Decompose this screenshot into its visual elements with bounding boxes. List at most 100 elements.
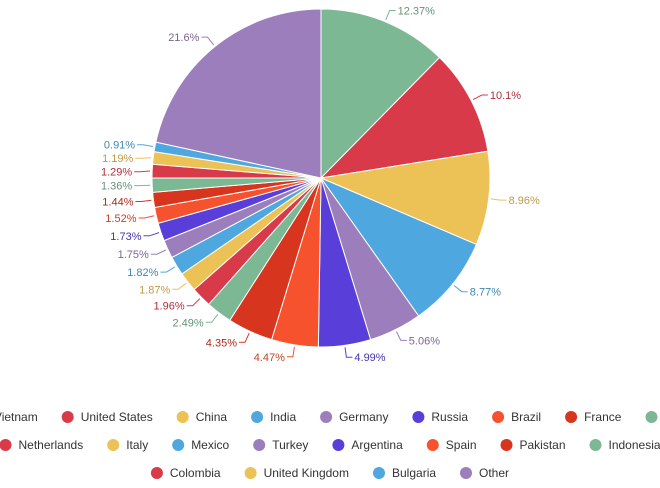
legend-label-pakistan: Pakistan: [520, 438, 566, 452]
leader-line-iran: [205, 313, 219, 323]
percent-label-iran: 2.49%: [172, 317, 203, 329]
legend-swatch-china: [176, 411, 189, 423]
legend-swatch-russia: [412, 411, 425, 423]
leader-line-united-states: [472, 94, 488, 101]
legend-swatch-indonesia: [589, 439, 602, 451]
legend-label-spain: Spain: [446, 438, 477, 452]
legend-item-vietnam[interactable]: Vietnam: [0, 410, 38, 424]
pie-slices: [151, 8, 491, 348]
legend-item-germany[interactable]: Germany: [320, 410, 388, 424]
leader-line-brazil: [286, 346, 295, 358]
legend-item-brazil[interactable]: Brazil: [492, 410, 541, 424]
legend-item-russia[interactable]: Russia: [412, 410, 468, 424]
legend-label-turkey: Turkey: [272, 438, 308, 452]
legend-item-spain[interactable]: Spain: [426, 438, 477, 452]
leader-line-india: [453, 285, 468, 293]
percent-label-spain: 1.52%: [105, 213, 136, 225]
legend-label-mexico: Mexico: [191, 438, 229, 452]
legend-item-indonesia[interactable]: Indonesia: [589, 438, 660, 452]
leader-line-russia: [344, 347, 353, 358]
legend-item-italy[interactable]: Italy: [107, 438, 148, 452]
percent-label-other: 21.6%: [168, 32, 199, 44]
leader-line-germany: [395, 331, 407, 341]
legend-item-united-kingdom[interactable]: United Kingdom: [244, 466, 349, 480]
leader-lines: [134, 10, 507, 358]
percent-label-turkey: 1.75%: [118, 249, 149, 261]
leader-line-pakistan: [135, 199, 152, 202]
legend-item-turkey[interactable]: Turkey: [253, 438, 308, 452]
legend-item-france[interactable]: France: [565, 410, 622, 424]
legend-swatch-turkey: [253, 439, 266, 451]
legend-item-other[interactable]: Other: [460, 466, 509, 480]
leader-line-turkey: [150, 249, 167, 255]
legend-item-iran[interactable]: Iran: [645, 410, 660, 424]
percent-label-italy: 1.87%: [139, 284, 170, 296]
legend-swatch-other: [460, 467, 472, 479]
percent-label-pakistan: 1.44%: [102, 197, 133, 209]
legend-item-bulgaria[interactable]: Bulgaria: [373, 466, 436, 480]
legend-item-argentina[interactable]: Argentina: [332, 438, 403, 452]
legend-swatch-spain: [426, 439, 439, 451]
percent-label-united-kingdom: 1.19%: [102, 153, 133, 165]
legend-swatch-mexico: [172, 439, 185, 451]
percent-label-france: 4.35%: [206, 337, 237, 349]
legend-swatch-iran: [645, 411, 658, 423]
legend-label-argentina: Argentina: [351, 438, 403, 452]
legend-label-italy: Italy: [126, 438, 148, 452]
leader-line-spain: [138, 215, 155, 219]
legend-label-other: Other: [479, 466, 509, 480]
leader-line-colombia: [134, 170, 151, 173]
leader-line-italy: [172, 282, 187, 290]
leader-line-mexico: [160, 266, 176, 273]
legend-label-colombia: Colombia: [170, 466, 221, 480]
legend-swatch-italy: [107, 439, 120, 451]
legend-item-india[interactable]: India: [251, 410, 296, 424]
legend-swatch-netherlands: [0, 439, 12, 451]
leader-line-argentina: [143, 232, 160, 237]
percent-label-bulgaria: 0.91%: [104, 140, 135, 152]
legend-item-pakistan[interactable]: Pakistan: [500, 438, 566, 452]
leader-line-china: [490, 198, 507, 201]
legend-item-mexico[interactable]: Mexico: [172, 438, 230, 452]
legend-item-colombia[interactable]: Colombia: [150, 466, 221, 480]
leader-line-netherlands: [186, 298, 201, 307]
percent-label-vietnam: 12.37%: [398, 6, 436, 18]
legend-item-china[interactable]: China: [176, 410, 228, 424]
legend-label-bulgaria: Bulgaria: [392, 466, 436, 480]
percent-label-brazil: 4.47%: [254, 352, 285, 364]
legend-swatch-bulgaria: [373, 467, 385, 479]
leader-line-bulgaria: [137, 144, 153, 147]
legend-swatch-india: [251, 411, 264, 423]
percent-label-china: 8.96%: [509, 195, 540, 207]
legend: Vietnam United States China India Germany Rus…: [0, 410, 660, 480]
legend-label-china: China: [196, 410, 228, 424]
legend-label-france: France: [584, 410, 622, 424]
leader-line-other: [201, 36, 215, 46]
legend-label-russia: Russia: [431, 410, 468, 424]
pie-slice-other: [155, 8, 322, 179]
legend-item-netherlands[interactable]: Netherlands: [0, 438, 83, 452]
percent-label-netherlands: 1.96%: [153, 301, 184, 313]
legend-swatch-brazil: [492, 411, 505, 423]
pie-slice-vietnam: [320, 8, 441, 180]
legend-swatch-pakistan: [500, 439, 513, 451]
legend-swatch-france: [565, 411, 578, 423]
legend-label-vietnam: Vietnam: [0, 410, 38, 424]
leader-line-france: [239, 332, 250, 343]
legend-swatch-united-states: [61, 411, 74, 423]
percent-label-colombia: 1.29%: [101, 167, 132, 179]
percent-labels: 12.37% 10.1% 8.96% 8.77% 5.06% 4.99% 4.47% 4.35…: [101, 6, 540, 365]
legend-label-united-kingdom: United Kingdom: [264, 466, 349, 480]
legend-label-indonesia: Indonesia: [609, 438, 660, 452]
percent-label-germany: 5.06%: [409, 335, 440, 347]
percent-label-united-states: 10.1%: [490, 90, 521, 102]
leader-line-vietnam: [385, 10, 396, 20]
legend-item-united-states[interactable]: United States: [61, 410, 153, 424]
pie-slice-united-states: [319, 56, 489, 179]
legend-swatch-united-kingdom: [244, 467, 257, 479]
pie-slice-china: [319, 150, 491, 246]
percent-label-argentina: 1.73%: [110, 231, 141, 243]
percent-label-russia: 4.99%: [354, 352, 385, 364]
legend-label-brazil: Brazil: [511, 410, 541, 424]
pie-slice-india: [319, 176, 478, 317]
